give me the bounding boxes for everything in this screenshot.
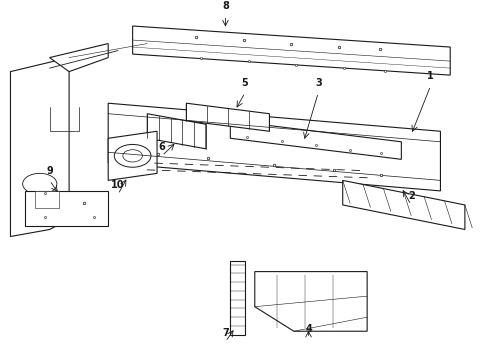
Polygon shape — [108, 103, 441, 191]
Polygon shape — [255, 271, 367, 331]
Polygon shape — [25, 191, 108, 226]
Polygon shape — [133, 26, 450, 75]
Text: 5: 5 — [242, 78, 248, 89]
Polygon shape — [230, 261, 245, 335]
Polygon shape — [186, 103, 270, 131]
Text: 3: 3 — [315, 78, 321, 89]
Polygon shape — [10, 58, 69, 237]
Polygon shape — [108, 131, 157, 180]
Text: 4: 4 — [305, 324, 312, 334]
Text: 2: 2 — [408, 191, 415, 201]
Text: 7: 7 — [222, 328, 229, 338]
Polygon shape — [49, 44, 108, 72]
Ellipse shape — [114, 144, 151, 167]
Polygon shape — [343, 180, 465, 229]
Text: 9: 9 — [46, 166, 53, 176]
Ellipse shape — [23, 174, 57, 194]
Polygon shape — [35, 191, 59, 208]
Polygon shape — [147, 114, 206, 149]
Ellipse shape — [123, 150, 143, 162]
Text: 8: 8 — [222, 1, 229, 11]
Polygon shape — [230, 121, 401, 159]
Text: 6: 6 — [159, 141, 165, 152]
Text: 1: 1 — [427, 71, 434, 81]
Text: 10: 10 — [111, 180, 125, 190]
